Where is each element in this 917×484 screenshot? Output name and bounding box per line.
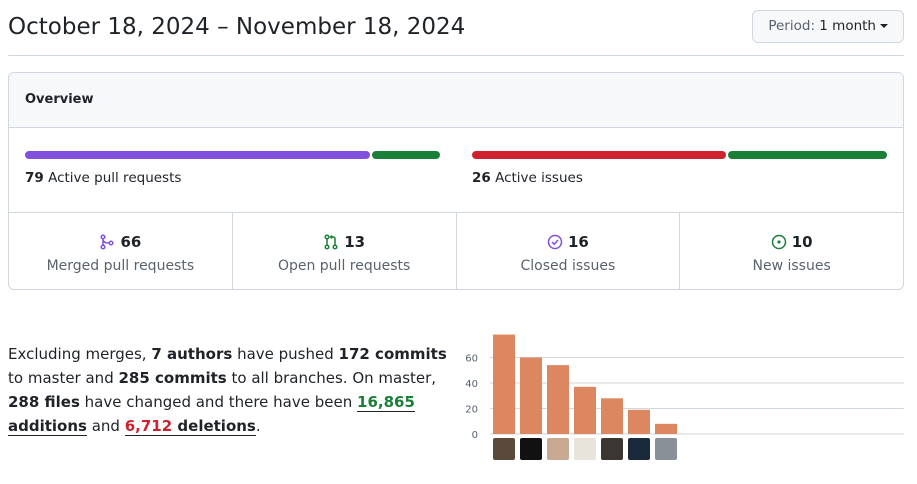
author-avatar[interactable] <box>574 438 596 460</box>
new-issues-segment <box>728 151 887 159</box>
page-title: October 18, 2024 – November 18, 2024 <box>8 14 466 40</box>
closed-issues-value: 16 <box>567 233 589 251</box>
stat-new-issues[interactable]: 10 New issues <box>680 213 903 289</box>
author-avatar[interactable] <box>628 438 650 460</box>
y-tick-label: 20 <box>465 405 478 416</box>
commit-bar[interactable] <box>655 423 677 434</box>
summary-text-7: . <box>255 417 261 435</box>
new-issues-label: New issues <box>752 258 831 274</box>
stats-row: 66 Merged pull requests 13 Open pull req… <box>9 212 903 289</box>
deletions-link[interactable]: 6,712 deletions <box>124 417 256 436</box>
files-changed-count: 288 files <box>8 393 80 411</box>
git-merge-icon <box>100 234 114 250</box>
commit-bar[interactable] <box>628 409 650 434</box>
new-issues-value: 10 <box>791 233 813 251</box>
closed-issues-segment <box>472 151 726 159</box>
issue-opened-icon <box>771 234 786 250</box>
commit-summary-text: Excluding merges, 7 authors have pushed … <box>8 342 464 438</box>
active-issues-count: 26 <box>472 170 491 186</box>
issue-closed-icon <box>547 234 563 250</box>
stat-open-pull-requests[interactable]: 13 Open pull requests <box>233 213 457 289</box>
merged-pr-segment <box>25 151 370 159</box>
active-issues-label: Active issues <box>495 170 583 186</box>
page-header: October 18, 2024 – November 18, 2024 Per… <box>8 0 904 56</box>
overview-heading: Overview <box>25 92 94 107</box>
y-tick-label: 0 <box>472 430 478 441</box>
git-pull-request-icon <box>324 234 338 250</box>
summary-text-1: Excluding merges, <box>8 345 152 363</box>
commit-bar[interactable] <box>574 386 596 434</box>
active-pr-label: Active pull requests <box>48 170 182 186</box>
issues-progress-bar <box>472 151 887 159</box>
period-value: 1 month <box>819 18 876 34</box>
commit-bar[interactable] <box>493 334 515 434</box>
open-pr-label: Open pull requests <box>277 258 411 274</box>
deletions-word: deletions <box>172 417 256 435</box>
commits-bar-chart-svg: 0 20 40 60 <box>465 334 904 441</box>
master-commits-count: 172 commits <box>338 345 447 363</box>
deletions-count: 6,712 <box>124 417 173 435</box>
author-avatar[interactable] <box>655 438 677 460</box>
pull-requests-progress-bar <box>25 151 440 159</box>
stat-merged-pull-requests[interactable]: 66 Merged pull requests <box>9 213 233 289</box>
closed-issues-label: Closed issues <box>520 258 616 274</box>
author-avatar[interactable] <box>547 438 569 460</box>
stat-closed-issues[interactable]: 16 Closed issues <box>457 213 681 289</box>
branch-commits-count: 285 commits <box>118 369 227 387</box>
commit-bar[interactable] <box>520 357 542 435</box>
additions-link[interactable]: 16,865 additions <box>8 393 415 436</box>
overview-header: Overview <box>9 73 903 128</box>
merged-pr-label: Merged pull requests <box>46 258 195 274</box>
commits-by-author-chart: 0 20 40 60 <box>460 326 910 466</box>
additions-count: 16,865 <box>357 393 415 411</box>
period-dropdown-button[interactable]: Period: 1 month <box>752 10 904 43</box>
caret-down-icon <box>880 24 888 28</box>
author-avatar[interactable] <box>493 438 515 460</box>
authors-count: 7 authors <box>151 345 233 363</box>
summary-text-5: have changed and there have been <box>79 393 358 411</box>
y-tick-label: 60 <box>465 354 478 365</box>
y-tick-label: 40 <box>465 379 478 390</box>
open-pr-value: 13 <box>344 233 366 251</box>
commit-bar[interactable] <box>547 365 569 434</box>
active-pull-requests-caption[interactable]: 79 Active pull requests <box>25 170 181 186</box>
open-pr-segment <box>371 151 440 159</box>
summary-text-3: to master and <box>8 369 119 387</box>
summary-text-2: have pushed <box>232 345 339 363</box>
active-issues-caption[interactable]: 26 Active issues <box>472 170 583 186</box>
merged-pr-value: 66 <box>120 233 142 251</box>
period-prefix: Period: <box>768 18 815 34</box>
summary-text-6: and <box>86 417 125 435</box>
overview-box: Overview 79 Active pull requests 26 Acti… <box>8 72 904 290</box>
author-avatar[interactable] <box>520 438 542 460</box>
active-pr-count: 79 <box>25 170 44 186</box>
commit-bar[interactable] <box>601 398 623 434</box>
author-avatar[interactable] <box>601 438 623 460</box>
additions-word: additions <box>8 417 87 435</box>
summary-text-4: to all branches. On master, <box>226 369 437 387</box>
